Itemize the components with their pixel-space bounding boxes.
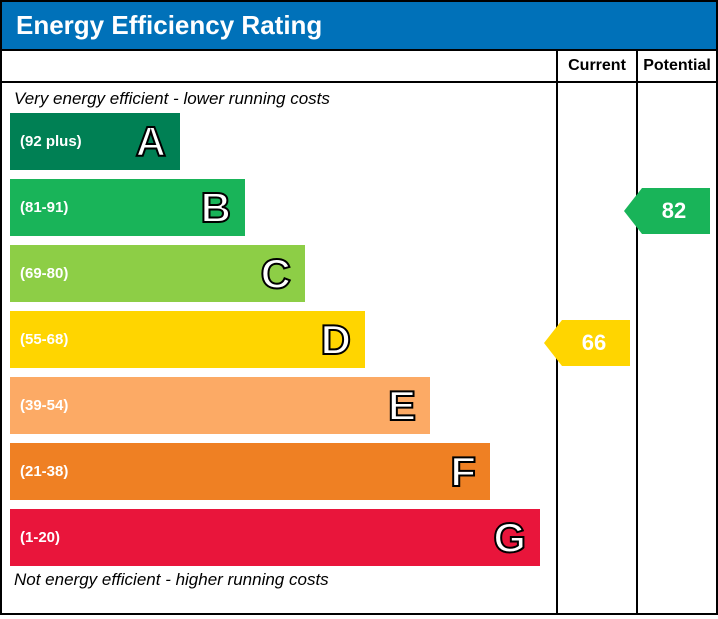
- band-f: (21-38) F: [10, 443, 490, 500]
- band-letter-c: C: [261, 250, 291, 298]
- band-range-b: (81-91): [10, 199, 68, 216]
- chart-title: Energy Efficiency Rating: [2, 2, 716, 49]
- band-range-a: (92 plus): [10, 133, 82, 150]
- band-letter-d: D: [321, 316, 351, 364]
- band-letter-f: F: [450, 448, 476, 496]
- band-c: (69-80) C: [10, 245, 305, 302]
- chart-grid: Current Potential Very energy efficient …: [2, 49, 716, 613]
- band-range-c: (69-80): [10, 265, 68, 282]
- band-letter-g: G: [493, 514, 526, 562]
- band-letter-e: E: [388, 382, 416, 430]
- caption-bottom: Not energy efficient - higher running co…: [14, 570, 556, 590]
- band-b: (81-91) B: [10, 179, 245, 236]
- band-range-f: (21-38): [10, 463, 68, 480]
- bands-container: (92 plus) A (81-91) B (69-80) C (55-68) D (39-54…: [10, 113, 556, 566]
- potential-marker: 82: [642, 188, 710, 234]
- band-a: (92 plus) A: [10, 113, 180, 170]
- epc-chart: Energy Efficiency Rating Current Potenti…: [0, 0, 718, 615]
- current-column: 66: [556, 81, 636, 613]
- band-g: (1-20) G: [10, 509, 540, 566]
- band-e: (39-54) E: [10, 377, 430, 434]
- band-letter-a: A: [136, 118, 166, 166]
- header-blank: [2, 51, 556, 81]
- header-current: Current: [556, 51, 636, 81]
- current-marker: 66: [562, 320, 630, 366]
- bands-column: Very energy efficient - lower running co…: [2, 81, 556, 613]
- band-d: (55-68) D: [10, 311, 365, 368]
- caption-top: Very energy efficient - lower running co…: [14, 89, 556, 109]
- band-range-e: (39-54): [10, 397, 68, 414]
- potential-column: 82: [636, 81, 716, 613]
- band-range-g: (1-20): [10, 529, 60, 546]
- band-range-d: (55-68): [10, 331, 68, 348]
- band-letter-b: B: [201, 184, 231, 232]
- header-potential: Potential: [636, 51, 716, 81]
